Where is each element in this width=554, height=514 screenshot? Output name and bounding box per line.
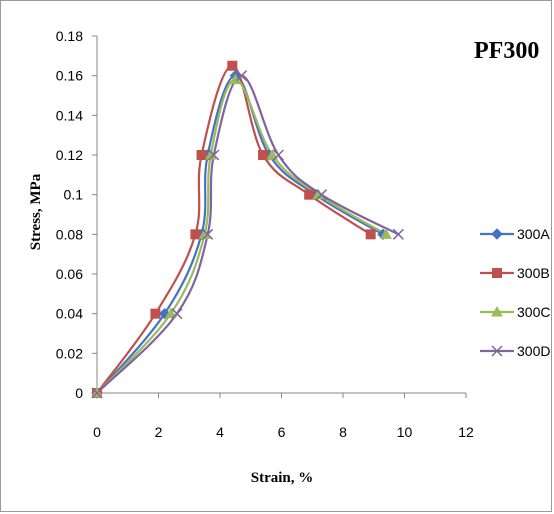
data-point-300D	[272, 149, 284, 161]
x-tick-label: 0	[93, 424, 101, 440]
y-tick-label: 0	[75, 385, 83, 401]
y-tick-label: 0.1	[64, 187, 84, 203]
series-line-300B	[96, 64, 372, 394]
data-point-300B	[227, 60, 238, 71]
y-tick-label: 0.02	[56, 345, 83, 361]
data-point-300B	[258, 150, 269, 160]
series-lines	[96, 64, 399, 394]
data-point-300B	[304, 189, 315, 200]
data-point-300C	[164, 307, 177, 319]
data-point-300B	[190, 229, 201, 240]
x-tick-label: 10	[397, 424, 413, 440]
data-point-300D	[202, 228, 214, 240]
data-point-300D	[235, 70, 248, 82]
legend-item-300D: 300D	[480, 343, 550, 359]
series-line-300D	[96, 74, 399, 394]
legend-marker	[491, 228, 503, 240]
legend-marker	[491, 305, 503, 317]
y-tick-label: 0.12	[56, 147, 83, 163]
legend-item-300C: 300C	[480, 304, 550, 320]
data-point-300D	[315, 189, 328, 201]
data-point-300D	[91, 387, 103, 399]
chart-title: PF300	[474, 38, 539, 64]
series-line-300A	[96, 74, 384, 394]
data-point-300B	[196, 150, 207, 160]
data-point-300C	[266, 148, 279, 160]
x-tick-label: 8	[339, 424, 347, 440]
x-tick-label: 6	[278, 424, 286, 440]
legend-item-300B: 300B	[480, 265, 550, 281]
series-markers	[91, 60, 404, 399]
y-tick-label: 0.04	[56, 306, 83, 322]
y-tick-label: 0.18	[56, 28, 83, 44]
data-point-300D	[208, 149, 220, 161]
y-tick-label: 0.14	[56, 107, 83, 123]
plot-area: 0 0.02 0.04 0.06 0.08 0.1 0.12 0.14 0.16 0.18 0 2 4…	[56, 28, 474, 440]
y-axis-ticks: 0 0.02 0.04 0.06 0.08 0.1 0.12 0.14 0.16 0.18	[56, 28, 97, 401]
legend-label: 300D	[517, 343, 550, 359]
y-tick-label: 0.16	[56, 68, 83, 84]
legend-marker	[491, 345, 503, 357]
data-point-300D	[171, 308, 183, 320]
y-tick-label: 0.08	[56, 226, 83, 242]
legend-label: 300A	[517, 226, 550, 242]
y-axis-title: Stress, MPa	[28, 173, 44, 250]
legend-marker	[492, 268, 502, 278]
data-point-300C	[380, 228, 392, 239]
legend: 300A 300B 300C 300D	[480, 226, 550, 359]
legend-item-300A: 300A	[480, 226, 550, 242]
data-point-300B	[150, 308, 161, 319]
legend-label: 300B	[517, 265, 550, 281]
legend-label: 300C	[517, 304, 550, 320]
y-tick-label: 0.06	[56, 266, 83, 282]
x-axis-title: Strain, %	[251, 470, 314, 486]
x-tick-label: 4	[216, 424, 224, 440]
x-tick-label: 2	[155, 424, 163, 440]
x-tick-label: 12	[458, 424, 474, 440]
x-axis-ticks: 0 2 4 6 8 10 12	[93, 393, 474, 440]
data-point-300B	[365, 229, 376, 240]
data-point-300D	[392, 228, 404, 240]
